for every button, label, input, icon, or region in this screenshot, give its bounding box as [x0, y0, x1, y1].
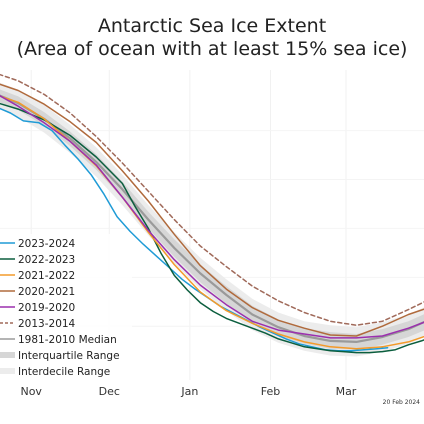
x-tick-label: Jan: [180, 385, 198, 398]
legend-label: Interquartile Range: [18, 350, 120, 362]
series-line-2022-2023: [0, 102, 424, 354]
legend-label: 2020-2021: [18, 286, 75, 298]
date-stamp: 20 Feb 2024: [383, 399, 421, 406]
x-tick-label: Dec: [99, 385, 120, 398]
range-bands: [0, 82, 424, 357]
series-lines: [0, 73, 424, 354]
legend: 2023-2024 2022-2023 2021-2022 2020-2021 2019…: [0, 234, 132, 380]
x-tick-label: Mar: [336, 385, 357, 398]
legend-background: [0, 234, 132, 380]
legend-label: Interdecile Range: [18, 366, 110, 378]
legend-label: 2023-2024: [18, 238, 76, 250]
legend-label: 2019-2020: [18, 302, 75, 314]
legend-label: 2013-2014: [18, 318, 76, 330]
legend-swatch: [0, 352, 15, 358]
x-axis: Nov Dec Jan Feb Mar: [20, 385, 356, 398]
chart-title: Antarctic Sea Ice Extent: [97, 15, 327, 37]
series-line-2020-2021: [0, 83, 424, 337]
interdecile-range-band: [0, 82, 424, 357]
interquartile-range-band: [0, 89, 424, 350]
series-line-1981-2010-median: [0, 94, 424, 343]
legend-label: 2021-2022: [18, 270, 75, 282]
x-tick-label: Nov: [20, 385, 42, 398]
chart-subtitle: (Area of ocean with at least 15% sea ice…: [16, 38, 408, 60]
series-line-2013-2014: [0, 73, 424, 326]
legend-swatch: [0, 368, 15, 374]
legend-label: 2022-2023: [18, 254, 75, 266]
x-tick-label: Feb: [261, 385, 280, 398]
legend-label: 1981-2010 Median: [18, 334, 117, 346]
series-line-2019-2020: [0, 95, 424, 339]
